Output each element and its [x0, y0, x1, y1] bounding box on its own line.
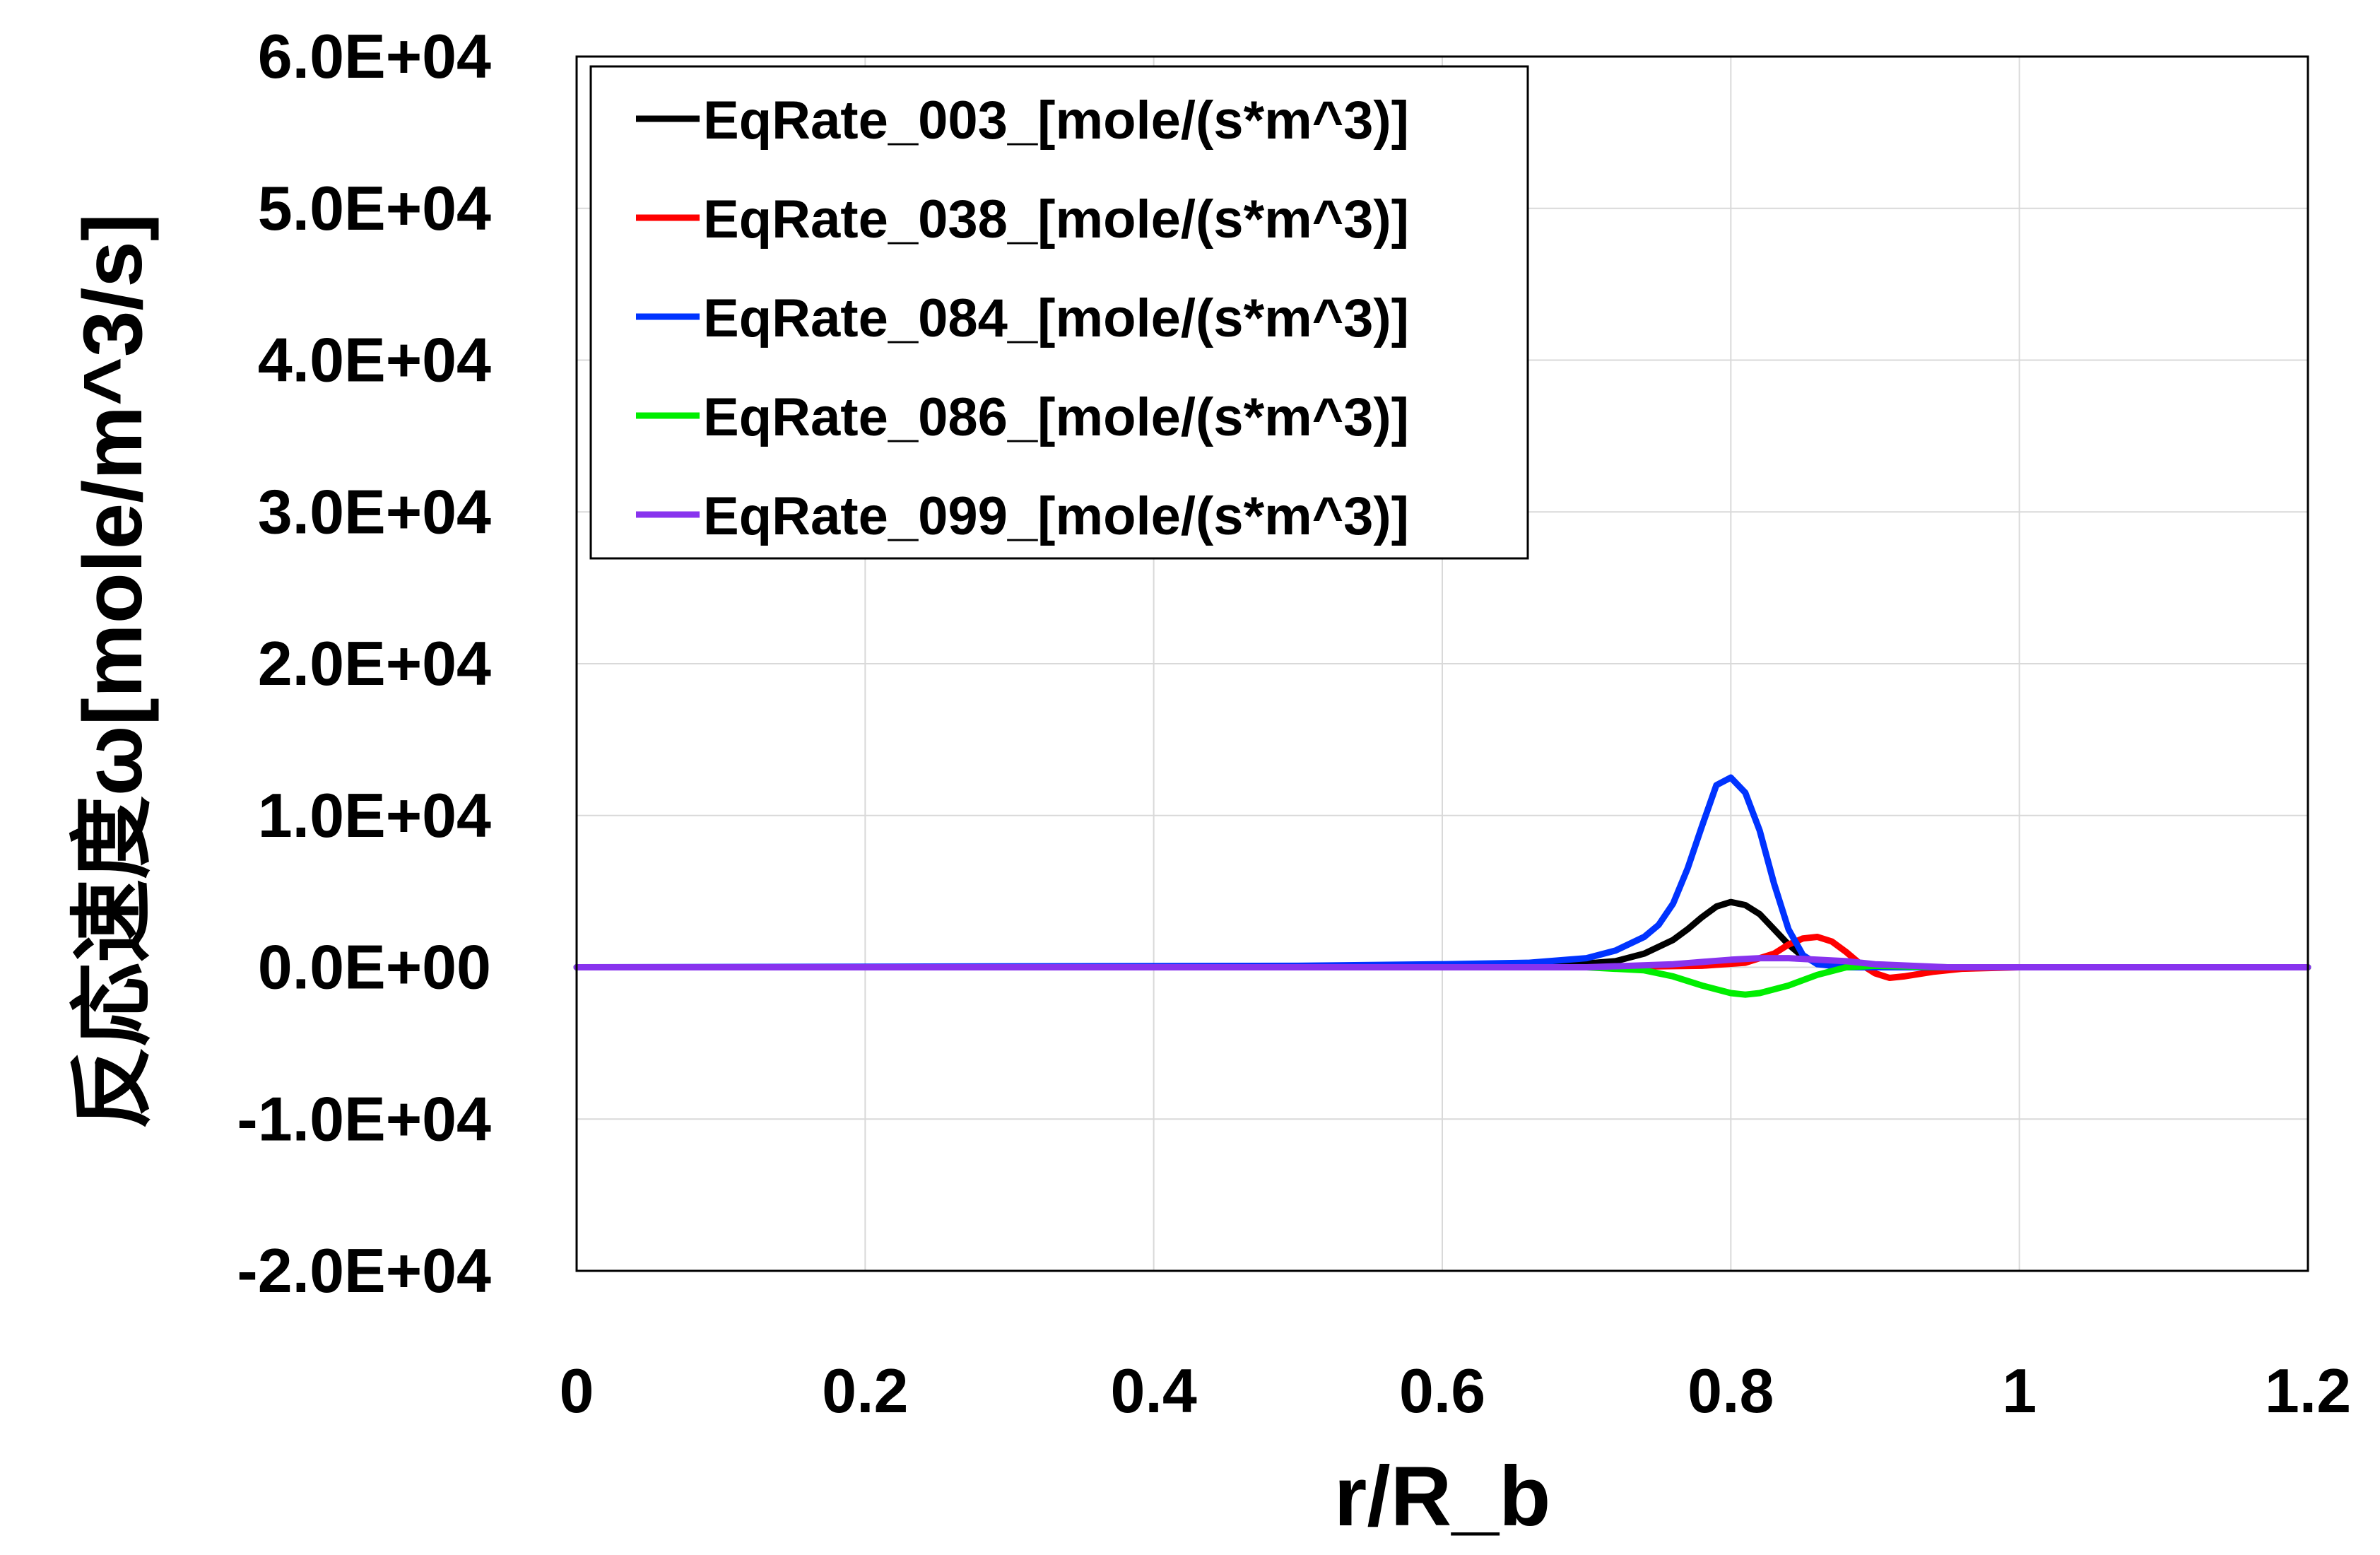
legend: EqRate_003_[mole/(s*m^3)] EqRate_038_[mol…	[589, 65, 1529, 560]
y-axis-title: 反応速度ω[mole/m^3/s]	[66, 213, 160, 1129]
x-tick-label: 1	[2002, 1356, 2037, 1426]
y-tick-label: 0.0E+00	[258, 932, 491, 1002]
y-tick-label: -1.0E+04	[237, 1084, 491, 1154]
series-line-2	[573, 934, 2311, 981]
legend-label: EqRate_099_[mole/(s*m^3)]	[703, 486, 1409, 546]
plot-area-frame	[575, 55, 2309, 1272]
y-tick-label: 4.0E+04	[258, 325, 491, 395]
series-line-3	[573, 774, 2311, 970]
legend-label: EqRate_038_[mole/(s*m^3)]	[703, 189, 1409, 250]
x-axis-tick-labels: 0 0.2 0.4 0.6 0.8 1 1.2	[560, 1356, 2352, 1426]
x-tick-label: 1.2	[2265, 1356, 2351, 1426]
x-tick-label: 0.4	[1110, 1356, 1196, 1426]
legend-label: EqRate_084_[mole/(s*m^3)]	[703, 288, 1409, 348]
series-line-5	[573, 955, 2311, 970]
x-tick-label: 0	[560, 1356, 594, 1426]
legend-label: EqRate_003_[mole/(s*m^3)]	[703, 90, 1409, 151]
y-tick-label: -2.0E+04	[237, 1236, 491, 1305]
y-tick-label: 5.0E+04	[258, 173, 491, 243]
legend-box	[589, 65, 1529, 560]
y-tick-label: 3.0E+04	[258, 476, 491, 546]
x-axis-title: r/R_b	[1334, 1449, 1551, 1544]
y-tick-label: 6.0E+04	[258, 21, 491, 91]
x-tick-label: 0.2	[822, 1356, 908, 1426]
y-tick-label: 2.0E+04	[258, 628, 491, 698]
legend-label: EqRate_086_[mole/(s*m^3)]	[703, 387, 1409, 447]
y-tick-label: 1.0E+04	[258, 780, 491, 850]
x-tick-label: 0.8	[1687, 1356, 1774, 1426]
y-axis-tick-labels: -2.0E+04 -1.0E+04 0.0E+00 1.0E+04 2.0E+04 3.0…	[237, 21, 491, 1305]
series-group	[573, 774, 2311, 998]
x-tick-label: 0.6	[1399, 1356, 1485, 1426]
